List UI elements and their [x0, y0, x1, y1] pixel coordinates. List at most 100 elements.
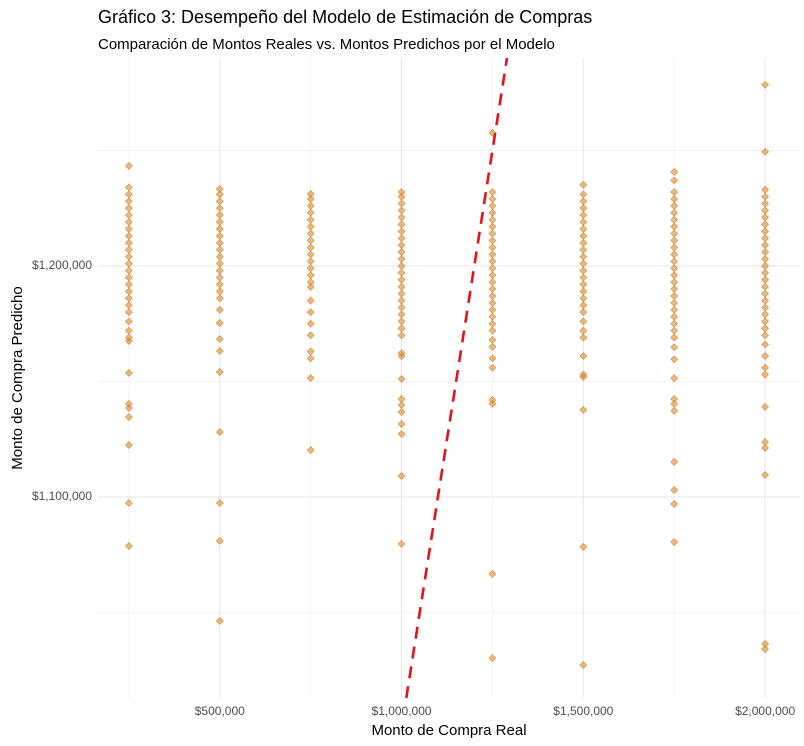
point: [761, 340, 770, 349]
point: [124, 190, 133, 199]
point: [215, 280, 224, 289]
point: [761, 227, 770, 236]
point: [579, 317, 588, 326]
point: [306, 271, 315, 280]
point: [670, 355, 679, 364]
point: [124, 161, 133, 170]
point: [124, 287, 133, 296]
point: [124, 542, 133, 550]
point: [579, 333, 588, 342]
point: [306, 201, 315, 210]
point: [761, 248, 770, 257]
point: [670, 278, 679, 287]
point: [397, 234, 406, 243]
point: [306, 250, 315, 259]
point: [215, 238, 224, 247]
x-tick-label: $1,000,000: [372, 704, 432, 718]
point: [124, 317, 133, 326]
point: [397, 248, 406, 257]
point: [761, 192, 770, 201]
point: [670, 236, 679, 245]
point: [397, 213, 406, 222]
chart-title: Gráfico 3: Desempeño del Modelo de Estim…: [98, 7, 592, 27]
point: [488, 229, 497, 238]
point: [579, 660, 588, 669]
point: [124, 273, 133, 282]
point: [124, 231, 133, 240]
point: [488, 298, 497, 307]
point: [488, 215, 497, 224]
point: [215, 368, 224, 376]
point: [397, 289, 406, 298]
point: [306, 222, 315, 231]
point: [488, 399, 497, 408]
point: [215, 499, 224, 507]
point: [124, 225, 133, 233]
point: [761, 213, 770, 222]
point: [761, 331, 770, 340]
point: [761, 220, 770, 229]
point: [761, 199, 770, 208]
point: [397, 227, 406, 236]
point: [306, 257, 315, 266]
point: [670, 167, 679, 176]
point: [397, 539, 406, 548]
point: [306, 208, 315, 217]
point: [488, 271, 497, 280]
point: [579, 372, 588, 381]
point: [124, 413, 133, 422]
point: [397, 241, 406, 250]
point: [124, 441, 133, 449]
point: [124, 308, 133, 317]
point: [670, 201, 679, 210]
point: [579, 190, 588, 199]
point: [397, 401, 406, 409]
point: [124, 499, 133, 507]
point: [397, 374, 406, 383]
point: [215, 204, 224, 213]
point: [397, 471, 406, 480]
point: [306, 243, 315, 252]
point: [761, 206, 770, 215]
point: [488, 194, 497, 203]
point: [215, 287, 224, 296]
point: [761, 185, 770, 194]
point: [579, 542, 588, 551]
point: [761, 234, 770, 243]
point: [215, 231, 224, 240]
point: [579, 308, 588, 317]
point: [488, 569, 497, 578]
point: [215, 190, 224, 199]
point: [215, 617, 224, 626]
point: [670, 319, 679, 328]
point: [579, 245, 588, 254]
point: [670, 298, 679, 307]
point: [761, 255, 770, 263]
point: [670, 486, 679, 495]
point: [488, 319, 497, 328]
point: [488, 312, 497, 321]
point: [124, 238, 133, 247]
point: [488, 208, 497, 217]
point: [761, 289, 770, 298]
point: [306, 331, 315, 340]
point: [306, 319, 315, 328]
point: [579, 238, 588, 247]
point: [761, 261, 770, 270]
point: [124, 245, 133, 254]
point: [124, 294, 133, 303]
point: [306, 283, 315, 291]
point: [761, 241, 770, 250]
point: [579, 294, 588, 303]
point: [579, 287, 588, 296]
point: [306, 374, 315, 382]
point: [488, 335, 497, 344]
chart-subtitle: Comparación de Montos Reales vs. Montos …: [98, 36, 555, 53]
point: [670, 399, 679, 408]
point: [488, 354, 497, 363]
point: [488, 188, 497, 196]
point: [215, 266, 224, 275]
point: [761, 296, 770, 305]
point: [397, 317, 406, 326]
